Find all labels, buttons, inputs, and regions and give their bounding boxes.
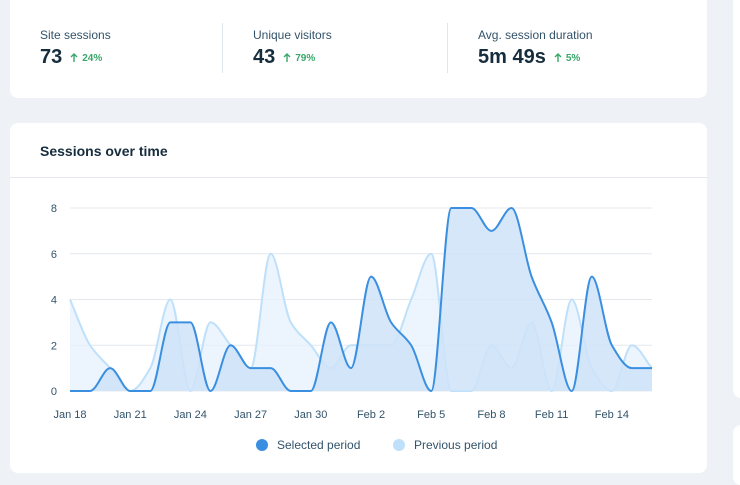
stat-change: 5% <box>554 53 580 64</box>
x-tick-label: Jan 24 <box>174 409 207 421</box>
stat-change-value: 24% <box>82 52 103 64</box>
x-tick-label: Jan 21 <box>114 409 147 421</box>
stats-card: Site sessions 73 24% Unique visitors 43 … <box>10 0 707 98</box>
x-tick-label: Jan 18 <box>53 409 86 421</box>
stat-divider <box>447 23 448 73</box>
selected-period-line <box>70 207 652 392</box>
previous-period-area <box>70 253 652 391</box>
stat-change-value: 79% <box>295 52 316 64</box>
stat-unique-visitors[interactable]: Unique visitors 43 79% <box>253 28 332 69</box>
legend-selected-period-swatch <box>256 439 268 451</box>
legend-previous-period-swatch <box>393 439 405 451</box>
stat-label: Unique visitors <box>253 28 332 42</box>
side-panel <box>733 425 740 485</box>
y-tick-label: 4 <box>51 295 57 307</box>
stat-divider <box>222 23 223 73</box>
x-tick-label: Feb 11 <box>535 409 568 421</box>
stat-change: 79% <box>283 53 315 64</box>
stat-value: 43 <box>253 46 276 68</box>
x-tick-label: Feb 14 <box>595 409 629 421</box>
y-tick-label: 0 <box>51 386 57 398</box>
chart-title: Sessions over time <box>40 143 168 159</box>
stat-row: 43 79% <box>253 46 332 69</box>
stat-site-sessions[interactable]: Site sessions 73 24% <box>40 28 111 69</box>
y-tick-label: 8 <box>51 203 57 215</box>
chart-header-divider <box>10 177 707 178</box>
arrow-up-icon <box>283 53 291 62</box>
stat-change: 24% <box>70 53 102 64</box>
stat-row: 73 24% <box>40 46 111 69</box>
x-tick-label: Feb 5 <box>417 409 445 421</box>
y-tick-label: 2 <box>51 340 57 352</box>
stat-value: 73 <box>40 46 63 68</box>
x-tick-label: Jan 30 <box>294 409 327 421</box>
arrow-up-icon <box>554 53 562 62</box>
side-panel <box>733 0 740 398</box>
x-tick-label: Jan 27 <box>234 409 267 421</box>
legend-selected-period-label: Selected period <box>277 438 360 452</box>
y-tick-label: 6 <box>51 249 57 261</box>
arrow-up-icon <box>70 53 78 62</box>
x-tick-label: Feb 8 <box>477 409 505 421</box>
stat-label: Avg. session duration <box>478 28 593 42</box>
stat-label: Site sessions <box>40 28 111 42</box>
legend-previous-period-label: Previous period <box>414 438 497 452</box>
stat-row: 5m 49s 5% <box>478 46 593 69</box>
stat-avg-session-duration[interactable]: Avg. session duration 5m 49s 5% <box>478 28 593 69</box>
stat-value: 5m 49s <box>478 46 546 68</box>
selected-period-area <box>70 208 652 391</box>
sessions-chart-card: Sessions over time 0 2 4 6 8 Jan 18 Jan 21 Jan … <box>10 123 707 473</box>
x-tick-label: Feb 2 <box>357 409 385 421</box>
sessions-chart[interactable]: 0 2 4 6 8 Jan 18 Jan 21 Jan 24 Jan 27 Jan 30 Feb 2… <box>10 123 707 460</box>
stat-change-value: 5% <box>565 52 581 64</box>
